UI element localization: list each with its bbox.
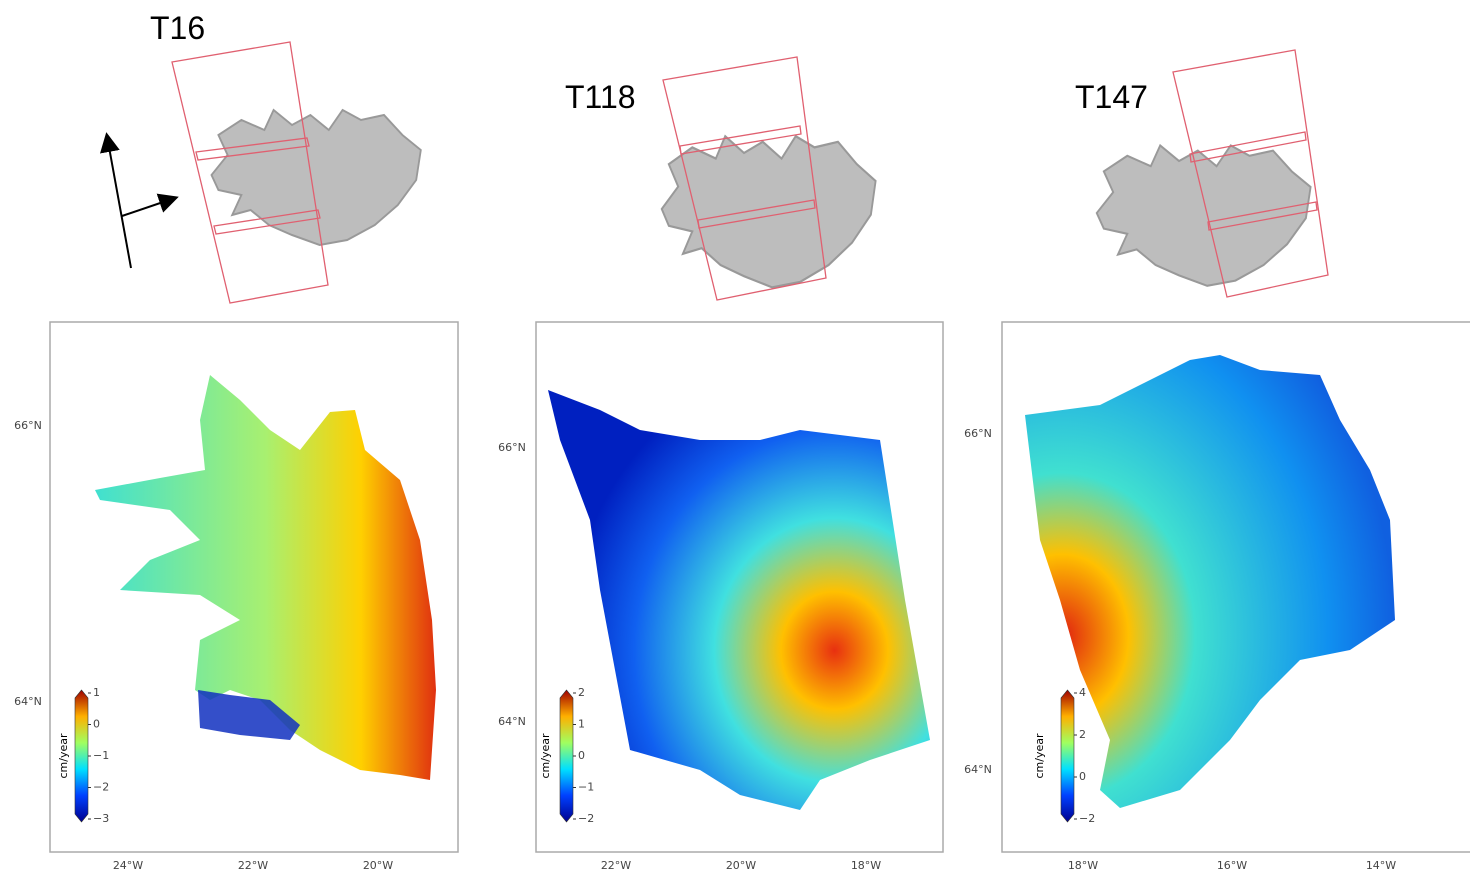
- colorbar: [75, 690, 88, 822]
- lon-label: 18°W: [1068, 859, 1098, 872]
- lat-label: 64°N: [964, 763, 992, 776]
- colorbar-tick-label: 4: [1079, 686, 1086, 699]
- thumbnail: [107, 42, 421, 303]
- colorbar-tick-label: −3: [93, 812, 109, 825]
- lon-label: 20°W: [726, 859, 756, 872]
- colorbar-tick-label: 0: [93, 718, 100, 731]
- colorbar-label: cm/year: [1033, 733, 1046, 778]
- lat-label: 66°N: [964, 427, 992, 440]
- track-label: T118: [565, 79, 636, 115]
- colorbar: [560, 690, 573, 822]
- colorbar: [1061, 690, 1074, 822]
- colorbar-tick-label: −1: [93, 749, 109, 762]
- colorbar-tick-label: 2: [578, 686, 585, 699]
- colorbar-tick-label: 0: [578, 749, 585, 762]
- colorbar-tick-label: −2: [578, 812, 594, 825]
- lon-label: 16°W: [1217, 859, 1247, 872]
- lon-label: 22°W: [601, 859, 631, 872]
- colorbar-label: cm/year: [539, 733, 552, 778]
- lat-label: 64°N: [14, 695, 42, 708]
- lon-label: 18°W: [851, 859, 881, 872]
- lat-label: 66°N: [498, 441, 526, 454]
- track-label: T147: [1075, 79, 1148, 115]
- colorbar-tick-label: 1: [93, 686, 100, 699]
- lon-label: 20°W: [363, 859, 393, 872]
- lat-label: 64°N: [498, 715, 526, 728]
- colorbar-label: cm/year: [57, 733, 70, 778]
- lon-label: 22°W: [238, 859, 268, 872]
- track-label: T16: [150, 10, 205, 46]
- colorbar-tick-label: −2: [93, 781, 109, 794]
- thumbnail: [662, 57, 876, 300]
- colorbar-tick-label: 2: [1079, 728, 1086, 741]
- colorbar-tick-label: −2: [1079, 812, 1095, 825]
- colorbar-tick-label: −1: [578, 781, 594, 794]
- lon-label: 24°W: [113, 859, 143, 872]
- lon-label: 14°W: [1366, 859, 1396, 872]
- figure: T16 66°N 64°N 24°W 22°W 20°W cm/year 1 0 −1 −2 −3 T1…: [0, 0, 1470, 875]
- velocity-field: [548, 390, 930, 810]
- colorbar-tick-label: 0: [1079, 770, 1086, 783]
- colorbar-tick-label: 1: [578, 718, 585, 731]
- lat-label: 66°N: [14, 419, 42, 432]
